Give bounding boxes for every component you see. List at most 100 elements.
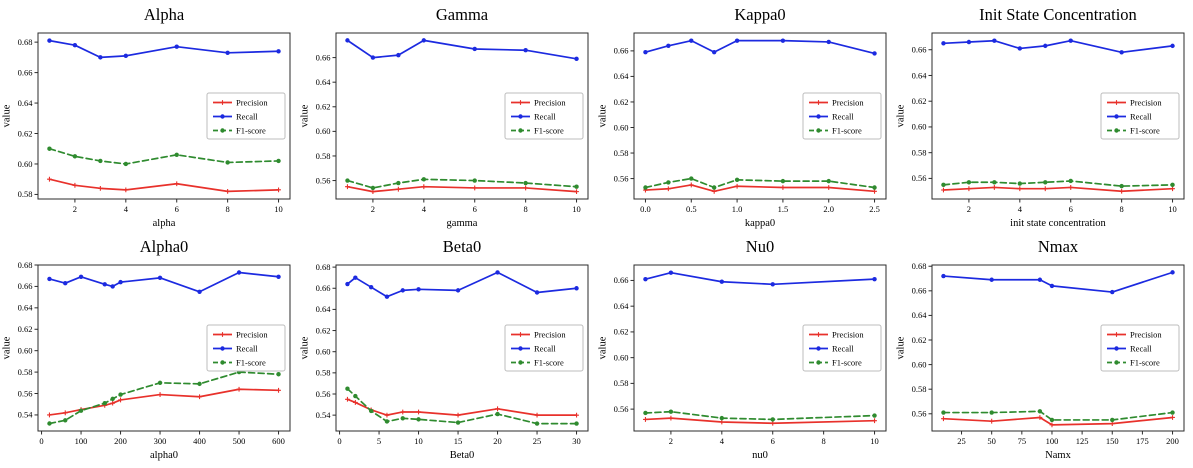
series-marker-f1-score	[574, 421, 579, 426]
y-tick-label: 0.56	[18, 388, 33, 398]
y-tick-label: 0.60	[912, 122, 927, 132]
y-tick-label: 0.58	[614, 378, 629, 388]
y-tick-label: 0.64	[614, 301, 630, 311]
y-tick-label: 0.56	[614, 404, 629, 414]
y-tick-label: 0.62	[912, 96, 927, 106]
y-tick-label: 0.62	[316, 102, 331, 112]
series-marker-recall	[780, 38, 786, 43]
x-tick-label: 4	[422, 204, 427, 214]
series-marker-precision	[941, 187, 946, 193]
series-marker-precision	[991, 185, 997, 190]
legend-label: Precision	[236, 97, 268, 107]
y-tick-label: 0.56	[316, 175, 331, 185]
x-tick-label: 500	[233, 436, 246, 446]
x-tick-label: 150	[1106, 436, 1119, 446]
legend-box	[1100, 92, 1180, 140]
x-tick-label: 2.5	[869, 204, 880, 214]
series-marker-recall	[711, 49, 717, 55]
plot-frame	[931, 264, 1185, 432]
series-marker-f1-score	[416, 417, 421, 422]
x-tick-label: 200	[1166, 436, 1179, 446]
series-marker-f1-score	[1110, 417, 1115, 423]
y-tick-label: 0.66	[18, 67, 33, 77]
legend-marker	[816, 360, 821, 365]
legend-label: Recall	[832, 343, 854, 353]
series-marker-recall	[110, 284, 115, 289]
x-tick-label: 10	[1168, 204, 1177, 214]
series-marker-precision	[770, 420, 776, 426]
series-marker-f1-score	[345, 386, 350, 391]
y-tick-label: 0.64	[18, 303, 34, 313]
y-tick-label: 0.62	[912, 335, 927, 345]
series-line-recall	[48, 271, 280, 293]
chart-title: Alpha	[144, 5, 185, 24]
legend-label: F1-score	[236, 125, 266, 135]
series-marker-recall	[174, 44, 179, 49]
legend-label: Precision	[832, 329, 864, 339]
series-marker-f1-score	[225, 160, 230, 165]
x-axis-label: alpha	[153, 218, 176, 229]
series-marker-precision	[989, 418, 995, 424]
chart-title: Nu0	[746, 237, 774, 256]
y-tick-label: 0.54	[18, 410, 34, 420]
chart-nu0: Nu0 nu0 value 0.56 0.58 0.60 0.62 0.64 0.66 2 4 6 8 1…	[596, 232, 894, 463]
series-marker-precision	[872, 418, 877, 424]
series-marker-precision	[47, 412, 52, 418]
series-marker-recall	[276, 274, 281, 279]
series-marker-f1-score	[118, 392, 123, 397]
y-tick-label: 0.68	[18, 260, 33, 270]
x-tick-label: 0	[337, 436, 341, 446]
plot-frame	[37, 264, 291, 432]
legend-label: Recall	[236, 343, 258, 353]
x-tick-label: 175	[1136, 436, 1149, 446]
legend-marker	[518, 346, 523, 351]
x-tick-label: 300	[154, 436, 167, 446]
series-marker-recall	[1170, 43, 1175, 49]
series-marker-precision	[1042, 186, 1048, 192]
series-line-precision	[48, 178, 280, 193]
series-line-recall	[942, 39, 1174, 54]
series-marker-f1-score	[345, 178, 350, 183]
series-marker-recall	[370, 55, 376, 60]
legend-marker	[220, 114, 225, 119]
series-marker-f1-score	[110, 396, 115, 402]
plot-frame	[335, 264, 589, 432]
x-tick-label: 2.0	[823, 204, 834, 214]
legend-marker	[220, 332, 225, 337]
x-tick-label: 6	[473, 204, 477, 214]
series-marker-f1-score	[370, 185, 376, 191]
series-marker-precision	[711, 188, 717, 194]
series-marker-f1-score	[941, 182, 946, 188]
series-marker-f1-score	[770, 417, 775, 422]
legend-marker	[518, 332, 523, 337]
legend-marker	[518, 128, 523, 133]
series-marker-recall	[523, 48, 528, 53]
legend-marker	[1114, 100, 1119, 105]
x-tick-label: 0.5	[686, 204, 697, 214]
series-marker-precision	[966, 186, 972, 192]
series-marker-f1-score	[421, 177, 427, 182]
x-tick-label: 4	[124, 204, 129, 214]
x-tick-label: 25	[533, 436, 542, 446]
series-marker-recall	[1049, 283, 1055, 289]
series-marker-precision	[62, 410, 68, 416]
y-tick-label: 0.60	[316, 126, 331, 136]
y-tick-label: 0.64	[912, 310, 928, 320]
plot-frame	[931, 32, 1185, 200]
series-marker-f1-score	[1119, 183, 1124, 189]
series-marker-f1-score	[400, 416, 405, 421]
legend-label: Recall	[236, 111, 258, 121]
x-tick-label: 4	[1018, 204, 1023, 214]
plot-frame	[633, 264, 887, 432]
x-axis-label: gamma	[447, 218, 478, 229]
y-tick-label: 0.62	[614, 97, 629, 107]
series-marker-recall	[643, 49, 648, 55]
series-marker-recall	[47, 276, 52, 282]
series-marker-recall	[47, 38, 52, 43]
y-tick-label: 0.64	[912, 70, 928, 80]
x-tick-label: 8	[1120, 204, 1124, 214]
x-tick-label: 0	[39, 436, 43, 446]
chart-init-state-concentration: Init State Concentration init state conce…	[894, 0, 1192, 231]
series-marker-recall	[989, 277, 994, 282]
legend-marker	[1114, 128, 1119, 133]
